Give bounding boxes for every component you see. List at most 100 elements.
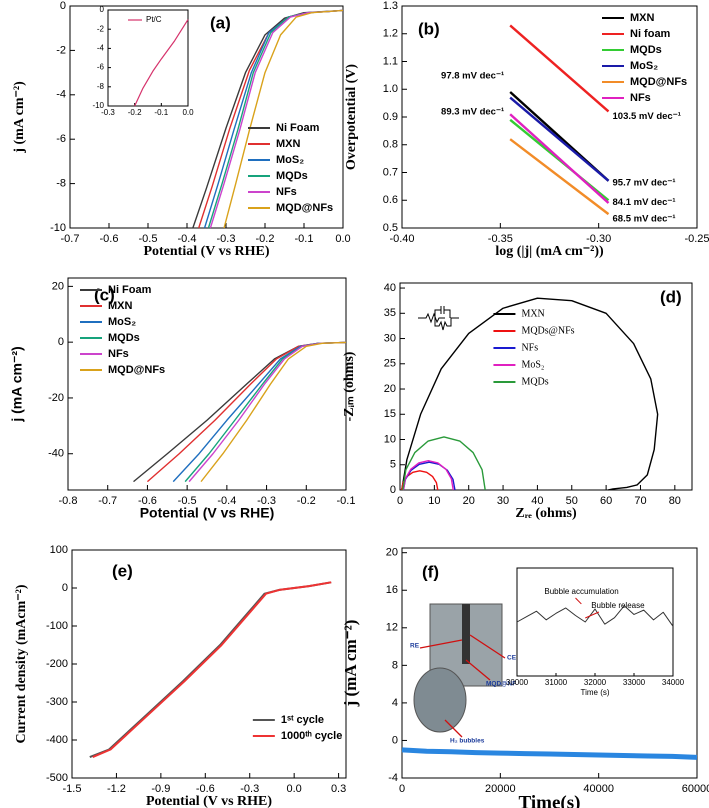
y-tick-label: 20 <box>384 383 396 395</box>
y-tick-label: 20 <box>386 547 398 559</box>
y-tick-label: 25 <box>384 358 396 370</box>
series-line <box>509 113 610 204</box>
x-tick-label: -1.5 <box>63 783 82 795</box>
panel-label: (d) <box>660 287 682 306</box>
y-tick-label: -4 <box>56 89 66 101</box>
x-tick-label: -0.8 <box>59 495 78 507</box>
y-tick-label: 0.6 <box>383 194 398 206</box>
x-tick-label: -0.4 <box>217 495 236 507</box>
legend-label: MoS₂ <box>108 316 136 328</box>
legend-label: MQDs <box>630 44 662 56</box>
x-axis-label: Zᵣₑ (ohms) <box>515 506 577 521</box>
y-tick-label: 0 <box>100 5 105 14</box>
slope-annotation: 84.1 mV dec⁻¹ <box>613 197 676 208</box>
legend-label: Ni Foam <box>276 122 320 134</box>
panel-label: (b) <box>418 19 440 38</box>
y-tick-label: 15 <box>384 408 396 420</box>
y-tick-label: 1.3 <box>383 0 398 12</box>
annotation-arrows <box>575 597 600 619</box>
y-axis-label: j (mA cm⁻²) <box>12 81 27 154</box>
series-line <box>509 96 610 182</box>
x-tick-label: 60 <box>600 495 612 507</box>
x-tick-label: 10 <box>428 495 440 507</box>
x-tick-label: 30000 <box>506 678 529 687</box>
x-tick-label: -0.4 <box>178 233 197 245</box>
y-tick-label: 1.2 <box>383 28 398 40</box>
y-tick-label: 35 <box>384 307 396 319</box>
x-tick-label: 34000 <box>662 678 685 687</box>
legend-label: MQD@NFs <box>630 76 687 88</box>
legend-label: NFs <box>630 92 651 104</box>
series-line <box>92 581 332 759</box>
photo-electrode <box>462 604 470 664</box>
legend-label: MQD@NFs <box>108 364 165 376</box>
slope-annotation: 97.8 mV dec⁻¹ <box>441 71 504 82</box>
series-line <box>509 138 610 216</box>
photo-inset <box>413 603 506 738</box>
series-line <box>401 297 659 491</box>
x-tick-label: 40 <box>531 495 543 507</box>
slope-annotation: 89.3 mV dec⁻¹ <box>441 107 504 118</box>
y-tick-label: -40 <box>48 448 64 460</box>
plot-frame <box>399 282 693 491</box>
legend-label: NFs <box>521 342 538 353</box>
x-tick-label: -0.2 <box>128 108 142 117</box>
photo-label: MQD@NF <box>486 681 516 688</box>
x-tick-label: -0.3 <box>240 783 259 795</box>
series-line <box>401 747 698 760</box>
legend-label: MQDs@NFs <box>521 325 574 336</box>
y-axis-label: Current density (mAcm⁻²) <box>14 584 29 743</box>
legend-label: MXN <box>276 138 301 150</box>
x-tick-label: -0.3 <box>101 108 115 117</box>
y-axis-label: -Zᵢₘ (ohms) <box>342 351 357 421</box>
y-tick-label: -300 <box>46 696 68 708</box>
y-tick-label: 0 <box>392 734 398 746</box>
y-axis-label: j (mA cm⁻²) <box>9 346 25 422</box>
x-axis-label: Potential (V vs RHE) <box>146 794 272 808</box>
x-tick-label: 0.0 <box>287 783 302 795</box>
y-tick-label: 0.7 <box>383 166 398 178</box>
y-tick-label: 0.5 <box>383 222 398 234</box>
x-tick-label: 80 <box>669 495 681 507</box>
y-tick-label: 12 <box>386 622 398 634</box>
circuit-icon <box>418 306 459 331</box>
legend-label: Pt/C <box>146 15 162 24</box>
y-tick-label: 0 <box>60 0 66 12</box>
y-tick-label: 0.9 <box>383 111 398 123</box>
y-tick-label: -6 <box>97 63 105 72</box>
legend-label: MXN <box>108 300 133 312</box>
x-tick-label: 0.3 <box>331 783 346 795</box>
x-tick-label: 0 <box>397 495 403 507</box>
series-line <box>509 24 610 113</box>
x-tick-label: -0.35 <box>488 233 513 245</box>
y-tick-label: -200 <box>46 658 68 670</box>
x-tick-label: 30 <box>497 495 509 507</box>
y-tick-label: -10 <box>92 101 104 110</box>
y-tick-label: 5 <box>390 459 396 471</box>
slope-annotation: 68.5 mV dec⁻¹ <box>613 214 676 225</box>
x-tick-label: -0.5 <box>178 495 197 507</box>
legend-label: MoS₂ <box>276 154 304 166</box>
inset-background <box>108 10 188 106</box>
x-tick-label: 20000 <box>485 783 516 795</box>
x-tick-label: 20 <box>463 495 475 507</box>
x-axis-label: Time(s) <box>519 792 581 808</box>
inset-frame <box>107 9 189 107</box>
plot-frame <box>401 547 698 779</box>
y-tick-label: -100 <box>46 620 68 632</box>
panel-label: (e) <box>112 561 133 580</box>
legend-label: MQD@NFs <box>276 202 333 214</box>
x-tick-label: -0.5 <box>139 233 158 245</box>
x-tick-label: -0.7 <box>61 233 80 245</box>
x-axis-label: log (|j| (mA cm⁻²)) <box>495 244 604 259</box>
y-tick-label: 0.8 <box>383 139 398 151</box>
x-tick-label: -0.6 <box>138 495 157 507</box>
x-tick-label: -0.3 <box>257 495 276 507</box>
photo-zoom <box>413 667 467 733</box>
series-line <box>516 605 674 627</box>
y-tick-label: 16 <box>386 584 398 596</box>
legend-label: 1ˢᵗ cycle <box>281 714 324 726</box>
x-tick-label: -0.6 <box>196 783 215 795</box>
panel-label: (f) <box>422 562 439 581</box>
slope-annotation: 95.7 mV dec⁻¹ <box>613 177 676 188</box>
